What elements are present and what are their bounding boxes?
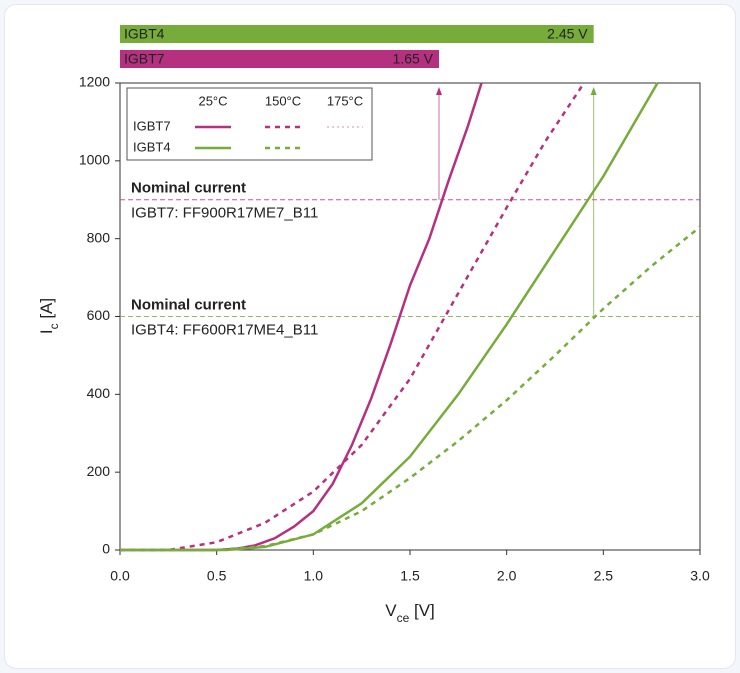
voltage-bar xyxy=(120,50,439,68)
x-tick-label: 0.0 xyxy=(110,568,130,584)
x-tick-label: 1.5 xyxy=(400,568,420,584)
nominal-title: Nominal current xyxy=(131,296,246,313)
y-tick-label: 400 xyxy=(87,385,111,401)
voltage-bar-name: IGBT4 xyxy=(124,26,165,42)
legend-box xyxy=(126,87,373,161)
legend-label: IGBT4 xyxy=(133,139,171,154)
y-axis-label-sub: c xyxy=(47,323,61,329)
x-tick-label: 2.0 xyxy=(497,568,517,584)
nominal-label: IGBT4: FF600R17ME4_B11 xyxy=(131,321,318,338)
y-axis-label: Ic [A] xyxy=(37,298,61,334)
series-line xyxy=(120,82,586,552)
x-axis-label: Vce [V] xyxy=(385,601,435,625)
legend-column: 25°C xyxy=(198,93,227,108)
y-tick-label: 0 xyxy=(102,541,110,557)
x-tick-label: 2.5 xyxy=(594,568,614,584)
voltage-bar-name: IGBT7 xyxy=(124,51,165,67)
x-tick-label: 0.5 xyxy=(207,568,227,584)
series-line xyxy=(120,226,701,552)
y-tick-label: 600 xyxy=(87,307,111,323)
x-axis-label-unit: [V] xyxy=(409,601,435,620)
voltage-arrow-head xyxy=(590,87,597,95)
legend-column: 175°C xyxy=(327,93,363,108)
x-axis-label-main: V xyxy=(385,601,397,620)
nominal-label: IGBT7: FF900R17ME7_B11 xyxy=(131,205,318,222)
nominal-title: Nominal current xyxy=(131,180,246,197)
legend-column: 150°C xyxy=(265,93,301,108)
voltage-bar xyxy=(120,25,594,43)
x-axis-label-sub: ce xyxy=(397,611,410,625)
y-axis-label-main: I xyxy=(37,329,56,334)
x-tick-label: 1.0 xyxy=(304,568,324,584)
y-tick-label: 800 xyxy=(87,229,111,245)
y-tick-label: 1000 xyxy=(79,152,110,168)
x-tick-label: 3.0 xyxy=(690,568,710,584)
voltage-arrow-head xyxy=(436,87,442,95)
legend-label: IGBT7 xyxy=(133,118,171,133)
y-tick-label: 200 xyxy=(87,463,111,479)
voltage-bar-value: 2.45 V xyxy=(547,26,588,42)
voltage-bar-value: 1.65 V xyxy=(393,51,434,67)
series-line xyxy=(120,82,483,552)
y-tick-label: 1200 xyxy=(79,74,110,90)
y-axis-label-unit: [A] xyxy=(37,298,56,324)
